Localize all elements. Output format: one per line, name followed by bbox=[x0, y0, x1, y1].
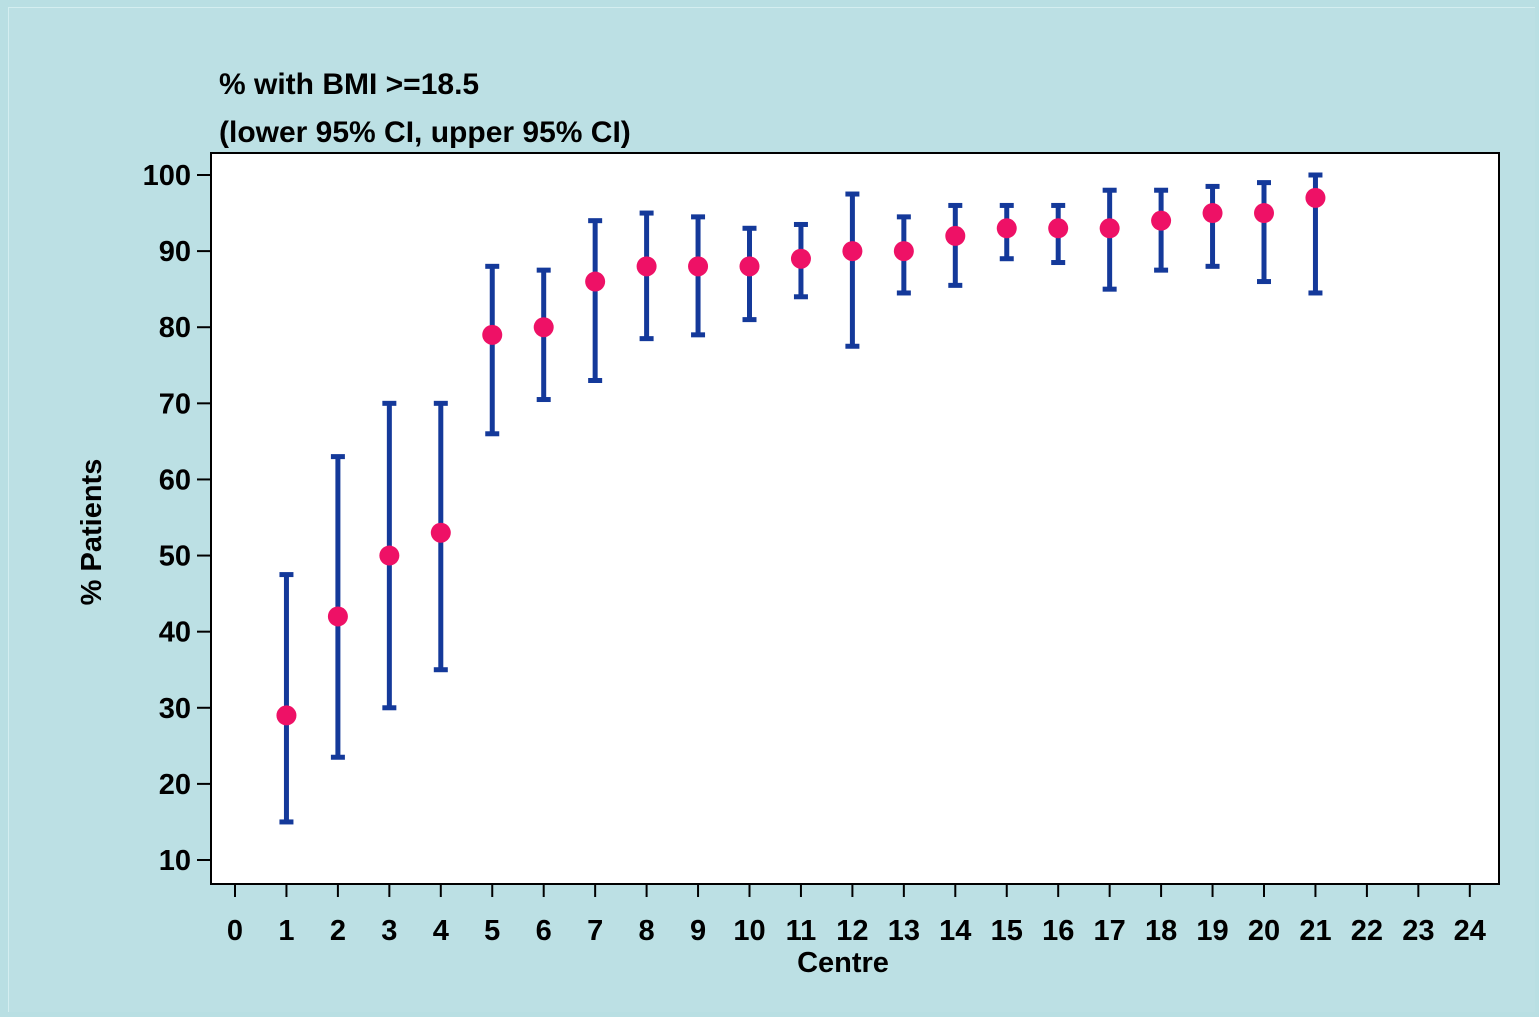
x-tick-label: 8 bbox=[639, 915, 655, 947]
data-point-group bbox=[533, 267, 554, 403]
x-tick-label: 7 bbox=[587, 915, 603, 947]
data-point-group bbox=[739, 225, 760, 323]
x-tick-label: 19 bbox=[1196, 915, 1228, 947]
x-tick-label: 3 bbox=[381, 915, 397, 947]
y-tick-label: 40 bbox=[159, 617, 191, 649]
y-tick-label: 30 bbox=[159, 693, 191, 725]
data-point-group bbox=[1099, 187, 1120, 292]
data-point-group bbox=[276, 572, 297, 825]
chart-subtitle: (lower 95% CI, upper 95% CI) bbox=[219, 116, 631, 149]
data-point bbox=[276, 705, 297, 726]
x-tick-label: 12 bbox=[836, 915, 868, 947]
data-point-group bbox=[893, 214, 914, 296]
data-point-group bbox=[1048, 202, 1069, 266]
x-tick-label: 1 bbox=[278, 915, 294, 947]
data-point-group bbox=[430, 400, 451, 673]
x-tick-label: 16 bbox=[1042, 915, 1074, 947]
y-tick-label: 100 bbox=[143, 160, 191, 192]
y-tick-label: 90 bbox=[159, 236, 191, 268]
data-point bbox=[739, 256, 760, 277]
x-tick-label: 17 bbox=[1094, 915, 1126, 947]
data-point bbox=[482, 324, 503, 345]
x-tick-label: 10 bbox=[733, 915, 765, 947]
data-point bbox=[430, 522, 451, 543]
x-tick-label: 5 bbox=[484, 915, 500, 947]
data-point-group bbox=[688, 214, 709, 338]
plot-area bbox=[210, 152, 1500, 885]
data-point bbox=[945, 225, 966, 246]
data-point bbox=[893, 241, 914, 262]
data-point bbox=[327, 606, 348, 627]
data-point-group bbox=[379, 400, 400, 711]
x-tick-label: 13 bbox=[888, 915, 920, 947]
data-point-group bbox=[790, 221, 811, 300]
x-tick-label: 20 bbox=[1248, 915, 1280, 947]
y-axis-label: % Patients bbox=[76, 459, 108, 606]
data-point-group bbox=[482, 263, 503, 437]
data-point bbox=[1305, 187, 1326, 208]
data-point-group bbox=[585, 218, 606, 383]
x-tick-label: 23 bbox=[1402, 915, 1434, 947]
data-point-group bbox=[842, 191, 863, 349]
x-tick-label: 24 bbox=[1454, 915, 1486, 947]
x-tick-label: 2 bbox=[330, 915, 346, 947]
x-axis: 0 1 2 3 4 5 6 7 8 9 10 11 12 13 14 15 16 17 18 19 20 21 22 23 24 bbox=[227, 884, 1486, 947]
y-tick-label: 50 bbox=[159, 541, 191, 573]
x-tick-label: 0 bbox=[227, 915, 243, 947]
x-tick-label: 6 bbox=[536, 915, 552, 947]
data-point bbox=[688, 256, 709, 277]
data-point-group bbox=[996, 202, 1017, 262]
data-point-group bbox=[1151, 187, 1172, 273]
data-point bbox=[1099, 218, 1120, 239]
data-point bbox=[1151, 210, 1172, 231]
data-point bbox=[996, 218, 1017, 239]
x-tick-label: 9 bbox=[690, 915, 706, 947]
data-point bbox=[1202, 203, 1223, 224]
x-axis-label: Centre bbox=[797, 947, 889, 979]
data-point bbox=[533, 317, 554, 338]
data-point bbox=[790, 248, 811, 269]
y-tick-label: 10 bbox=[159, 845, 191, 877]
y-tick-label: 60 bbox=[159, 464, 191, 496]
data-marks bbox=[276, 172, 1326, 825]
data-point-group bbox=[1305, 172, 1326, 296]
x-tick-label: 11 bbox=[786, 915, 817, 947]
data-point bbox=[585, 271, 606, 292]
y-axis: 10 20 30 40 50 60 70 80 90 100 bbox=[143, 160, 211, 877]
data-point-group bbox=[945, 202, 966, 288]
data-point bbox=[1254, 203, 1274, 224]
y-tick-label: 80 bbox=[159, 312, 191, 344]
data-point-group bbox=[327, 454, 348, 760]
y-tick-label: 20 bbox=[159, 769, 191, 801]
x-tick-label: 18 bbox=[1145, 915, 1177, 947]
chart-panel: % with BMI >=18.5 (lower 95% CI, upper 9… bbox=[8, 7, 1535, 1012]
x-tick-label: 22 bbox=[1351, 915, 1383, 947]
data-point bbox=[842, 241, 863, 262]
y-tick-label: 70 bbox=[159, 388, 191, 420]
data-point-group bbox=[1254, 180, 1274, 285]
x-tick-label: 4 bbox=[433, 915, 449, 947]
data-point-group bbox=[1202, 183, 1223, 269]
data-point-group bbox=[636, 210, 657, 342]
chart-title: % with BMI >=18.5 bbox=[219, 68, 480, 101]
data-point bbox=[379, 545, 400, 566]
x-tick-label: 15 bbox=[991, 915, 1023, 947]
data-point bbox=[1048, 218, 1069, 239]
x-tick-label: 21 bbox=[1299, 915, 1331, 947]
data-point bbox=[636, 256, 657, 277]
x-tick-label: 14 bbox=[939, 915, 971, 947]
